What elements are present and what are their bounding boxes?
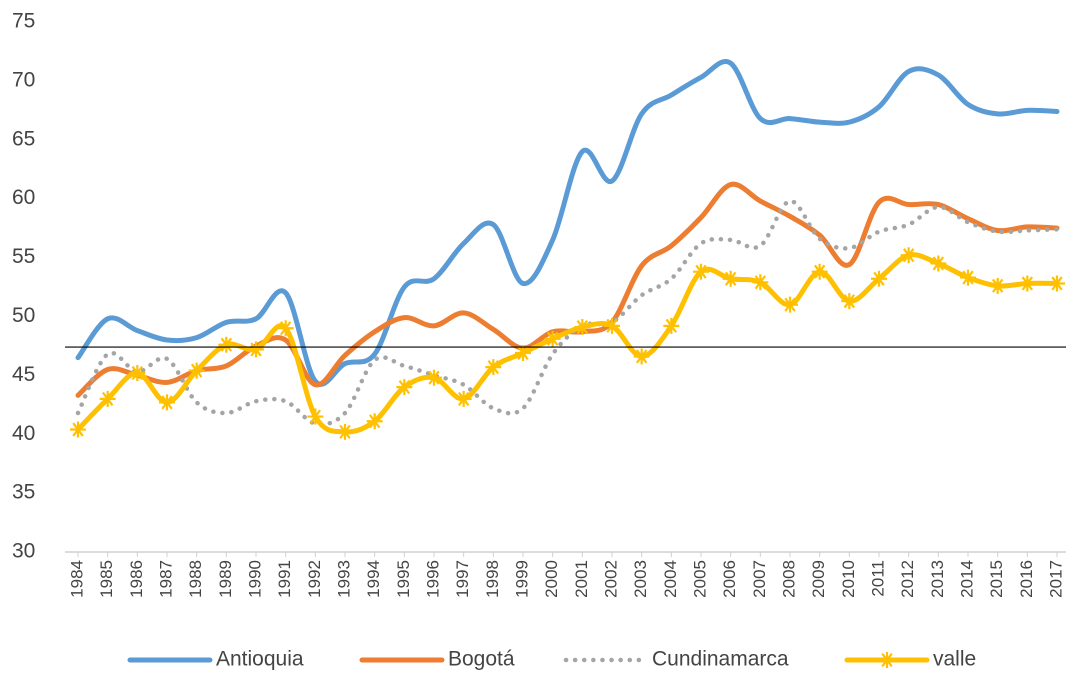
series-line [75,59,1060,387]
marker [930,255,947,272]
y-tick-label: 35 [12,481,35,504]
marker [188,362,205,379]
x-tick-label: 2014 [957,560,976,598]
x-tick-label: 1998 [483,560,502,598]
marker [960,269,976,286]
marker [811,263,828,280]
marker [693,263,709,280]
x-tick-label: 1992 [305,560,324,598]
marker [248,341,264,358]
x-tick-label: 2011 [868,560,887,597]
marker [99,390,116,407]
marker [70,421,86,438]
marker [485,359,502,376]
x-tick-label: 2016 [1017,560,1036,598]
marker [455,390,472,407]
marker [841,293,858,310]
marker [1049,275,1065,292]
marker [129,364,146,381]
x-tick-label: 2007 [750,560,769,598]
x-tick-label: 1990 [245,560,264,598]
x-tick-label: 2009 [809,560,828,598]
marker [879,652,895,668]
marker [900,247,917,264]
marker [218,336,235,353]
x-tick-label: 1988 [186,560,205,598]
series [75,181,1060,398]
series [70,247,1065,440]
marker [871,270,887,287]
legend-label: Antioquia [216,648,304,671]
legend-label: valle [933,648,976,671]
x-tick-label: 2004 [661,560,680,598]
x-tick-label: 1999 [512,560,531,598]
x-tick-label: 2012 [898,560,917,598]
marker [604,317,620,334]
x-tick-label: 1985 [97,560,116,598]
x-tick-label: 2005 [690,560,709,598]
y-tick-label: 60 [12,186,35,209]
legend-item: valle [844,648,976,671]
series-line [75,181,1060,398]
x-tick-label: 1993 [334,560,353,598]
y-tick-label: 75 [12,10,35,33]
y-tick-label: 45 [12,363,35,386]
legend-item: Bogotá [359,648,515,671]
x-tick-label: 1989 [216,560,235,598]
legend-label: Cundinamarca [652,648,789,671]
x-tick-label: 2015 [987,560,1006,598]
y-tick-label: 40 [12,422,35,445]
marker [366,413,383,430]
marker [663,317,680,334]
x-tick-label: 1996 [423,560,442,598]
marker [337,423,353,440]
series [75,59,1060,387]
y-tick-label: 70 [12,68,35,91]
x-tick-label: 1995 [394,560,413,598]
x-tick-label: 1997 [453,560,472,598]
marker [515,344,531,361]
x-tick-label: 2001 [572,560,591,598]
marker [574,319,591,336]
x-tick-label: 2006 [720,560,739,598]
marker [396,379,413,396]
legend-item: Cundinamarca [563,648,789,671]
x-tick-label: 1986 [127,560,146,598]
y-tick-label: 30 [12,540,35,563]
x-tick-label: 2003 [631,560,650,598]
x-tick-label: 2017 [1046,560,1065,598]
marker [277,320,294,337]
x-tick-label: 2000 [542,560,561,598]
legend-label: Bogotá [448,648,515,671]
series-line [75,198,1060,427]
marker [1019,275,1036,292]
x-tick-label: 1991 [275,560,294,598]
marker [426,369,442,386]
x-tick-label: 1994 [364,560,383,598]
marker [722,270,739,287]
marker [782,296,798,313]
x-tick-label: 2010 [839,560,858,598]
marker [307,408,324,425]
series [75,198,1060,427]
legend-item: Antioquia [127,648,304,671]
y-tick-label: 55 [12,245,35,268]
y-tick-label: 65 [12,127,35,150]
y-tick-label: 50 [12,304,35,327]
marker [544,330,561,347]
marker [633,348,650,365]
marker [752,274,769,291]
marker [159,394,175,411]
x-tick-label: 1984 [67,560,86,598]
marker [989,277,1006,294]
x-tick-label: 2013 [928,560,947,598]
x-tick-label: 2008 [779,560,798,598]
x-tick-label: 2002 [601,560,620,598]
x-tick-label: 1987 [156,560,175,598]
